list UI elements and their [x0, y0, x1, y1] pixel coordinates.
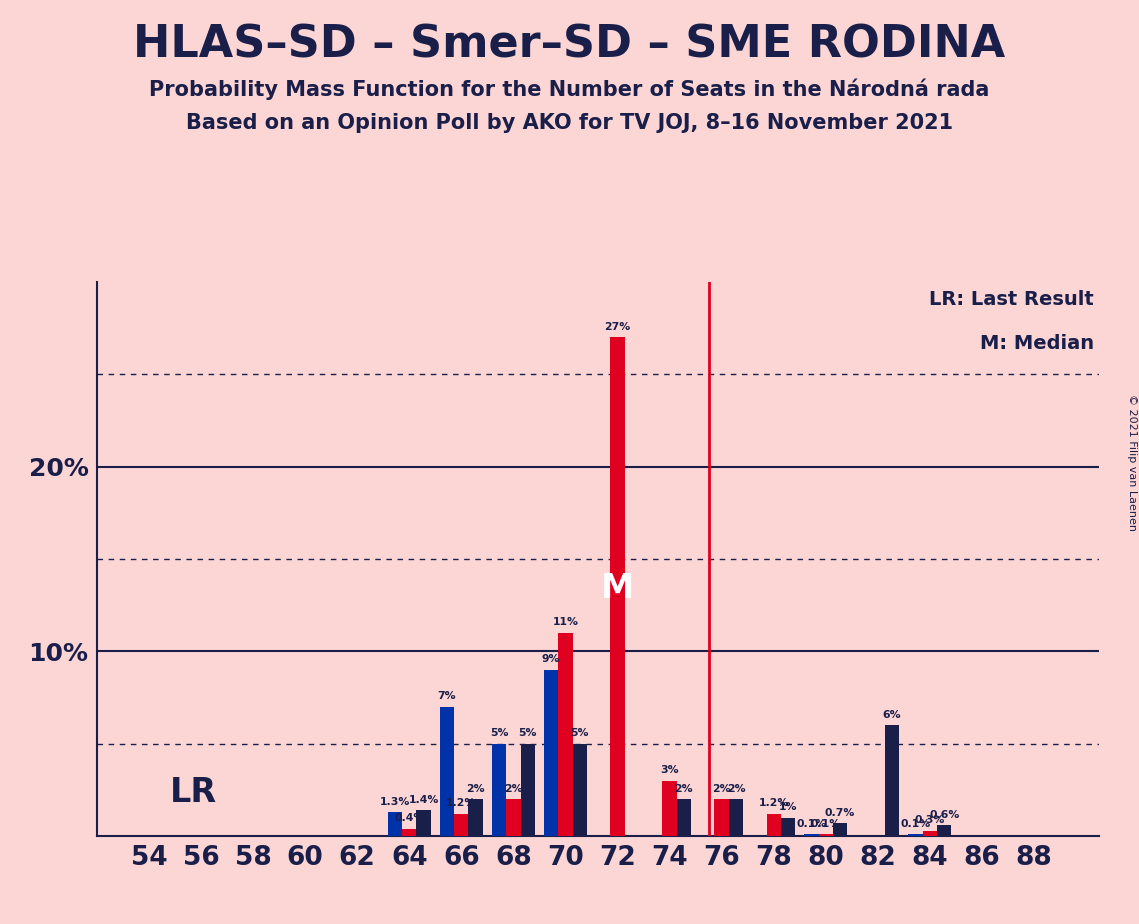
- Bar: [454, 814, 468, 836]
- Bar: [781, 818, 795, 836]
- Bar: [492, 744, 506, 836]
- Text: 11%: 11%: [552, 617, 579, 627]
- Text: M: Median: M: Median: [980, 334, 1095, 354]
- Text: Probability Mass Function for the Number of Seats in the Národná rada: Probability Mass Function for the Number…: [149, 79, 990, 100]
- Bar: [833, 823, 847, 836]
- Text: LR: LR: [170, 775, 216, 808]
- Bar: [521, 744, 535, 836]
- Text: 1.3%: 1.3%: [379, 796, 410, 807]
- Text: 3%: 3%: [661, 765, 679, 775]
- Text: 6%: 6%: [883, 710, 901, 720]
- Text: 0.7%: 0.7%: [825, 808, 855, 818]
- Text: 0.6%: 0.6%: [929, 809, 959, 820]
- Bar: [402, 829, 417, 836]
- Text: 9%: 9%: [542, 654, 560, 664]
- Text: 2%: 2%: [505, 784, 523, 794]
- Text: 1.2%: 1.2%: [759, 798, 789, 808]
- Text: © 2021 Filip van Laenen: © 2021 Filip van Laenen: [1128, 394, 1137, 530]
- Text: M: M: [601, 572, 634, 605]
- Bar: [506, 799, 521, 836]
- Bar: [468, 799, 483, 836]
- Text: 2%: 2%: [727, 784, 745, 794]
- Bar: [558, 633, 573, 836]
- Text: 0.1%: 0.1%: [796, 819, 827, 829]
- Text: 1.2%: 1.2%: [446, 798, 476, 808]
- Bar: [611, 337, 624, 836]
- Text: 5%: 5%: [571, 728, 589, 738]
- Text: 2%: 2%: [466, 784, 485, 794]
- Bar: [937, 825, 951, 836]
- Text: LR: Last Result: LR: Last Result: [929, 290, 1095, 310]
- Bar: [544, 670, 558, 836]
- Bar: [440, 707, 454, 836]
- Bar: [923, 831, 937, 836]
- Bar: [714, 799, 729, 836]
- Text: 0.1%: 0.1%: [901, 819, 931, 829]
- Text: 0.3%: 0.3%: [915, 815, 945, 825]
- Text: Based on an Opinion Poll by AKO for TV JOJ, 8–16 November 2021: Based on an Opinion Poll by AKO for TV J…: [186, 113, 953, 133]
- Text: 5%: 5%: [490, 728, 508, 738]
- Bar: [677, 799, 691, 836]
- Text: 0.4%: 0.4%: [394, 813, 425, 823]
- Bar: [663, 781, 677, 836]
- Bar: [767, 814, 781, 836]
- Text: 0.1%: 0.1%: [811, 819, 841, 829]
- Text: 1%: 1%: [779, 802, 797, 812]
- Bar: [387, 812, 402, 836]
- Text: 1.4%: 1.4%: [409, 795, 439, 805]
- Bar: [909, 834, 923, 836]
- Text: 2%: 2%: [712, 784, 731, 794]
- Text: 7%: 7%: [437, 691, 457, 701]
- Text: HLAS–SD – Smer–SD – SME RODINA: HLAS–SD – Smer–SD – SME RODINA: [133, 23, 1006, 67]
- Text: 27%: 27%: [605, 322, 631, 332]
- Text: 2%: 2%: [674, 784, 694, 794]
- Bar: [819, 834, 833, 836]
- Bar: [729, 799, 743, 836]
- Text: 5%: 5%: [518, 728, 536, 738]
- Bar: [804, 834, 819, 836]
- Bar: [885, 725, 900, 836]
- Bar: [417, 810, 431, 836]
- Bar: [573, 744, 587, 836]
